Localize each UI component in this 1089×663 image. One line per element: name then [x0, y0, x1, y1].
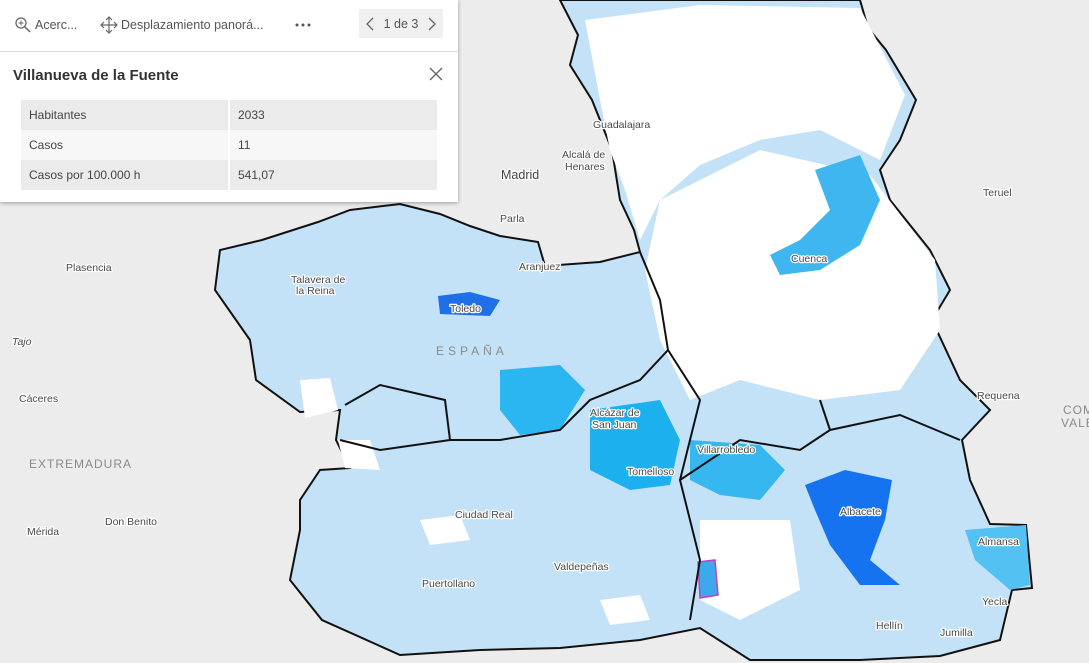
map-label: COM	[1063, 403, 1089, 417]
map-label: Cáceres	[19, 393, 58, 405]
selected-municipality[interactable]	[697, 559, 719, 599]
field-value: 541,07	[229, 160, 437, 190]
map-label: Alcázar de	[590, 407, 640, 419]
close-button[interactable]	[429, 67, 443, 81]
map-label: Guadalajara	[593, 119, 650, 131]
map-label: ESPAÑA	[436, 344, 508, 358]
map-label: Ciudad Real	[455, 509, 513, 521]
map-label: Don Benito	[105, 516, 157, 528]
map-label: Almansa	[978, 536, 1019, 548]
pager: 1 de 3	[359, 9, 443, 38]
map-label: la Reina	[296, 285, 335, 297]
next-button[interactable]	[427, 17, 437, 31]
popup: Acerc... Desplazamiento panorá... 1 de 3…	[0, 0, 458, 202]
map-label: Toledo	[450, 303, 481, 315]
map-label: Aranjuez	[519, 261, 560, 273]
table-row: Casos por 100.000 h 541,07	[21, 160, 437, 190]
map-label: Villarrobledo	[697, 444, 755, 456]
more-icon	[295, 23, 311, 27]
pager-label: 1 de 3	[383, 16, 419, 31]
map-label: Puertollano	[422, 578, 475, 590]
very-high-area	[438, 292, 500, 316]
field-name: Habitantes	[21, 100, 230, 130]
zoom-button[interactable]: Acerc...	[14, 0, 77, 50]
map-label: Parla	[500, 213, 525, 225]
separator	[0, 51, 458, 52]
attribute-table: Habitantes 2033 Casos 11 Casos por 100.000…	[21, 100, 437, 190]
field-value: 2033	[229, 100, 437, 130]
map-label: Jumilla	[940, 627, 973, 639]
white-area	[585, 5, 905, 240]
map-label: Valdepeñas	[554, 561, 609, 573]
field-value: 11	[229, 130, 437, 160]
map-label: Albacete	[840, 506, 881, 518]
white-area	[300, 378, 650, 625]
map-label: EXTREMADURA	[29, 457, 132, 471]
high-area	[500, 365, 585, 435]
map-label: Tomelloso	[627, 466, 674, 478]
pan-label: Desplazamiento panorá...	[121, 18, 264, 32]
popup-title: Villanueva de la Fuente	[13, 67, 179, 84]
prev-button[interactable]	[365, 17, 375, 31]
map-label: Talavera de	[291, 274, 345, 286]
more-button[interactable]	[294, 0, 314, 50]
table-row: Casos 11	[21, 130, 437, 160]
map-label: San Juan	[592, 419, 637, 431]
map-label: Teruel	[983, 187, 1012, 199]
map-label: Cuenca	[791, 253, 827, 265]
map-label: Requena	[977, 390, 1020, 402]
pan-icon	[100, 16, 118, 34]
high-area	[770, 155, 880, 275]
white-area	[700, 520, 800, 620]
pan-button[interactable]: Desplazamiento panorá...	[100, 0, 263, 50]
map-label: Madrid	[501, 168, 539, 182]
province-border	[339, 251, 961, 621]
map-label: Henares	[565, 161, 605, 173]
high-area	[590, 400, 680, 490]
map-label: Mérida	[27, 526, 59, 538]
zoom-label: Acerc...	[35, 18, 78, 32]
field-name: Casos	[21, 130, 230, 160]
map-label: Alcalá de	[562, 149, 605, 161]
high-area	[690, 440, 785, 500]
table-row: Habitantes 2033	[21, 100, 437, 130]
map-label: Plasencia	[66, 262, 112, 274]
very-high-area	[805, 470, 900, 585]
field-name: Casos por 100.000 h	[21, 160, 230, 190]
zoom-icon	[15, 17, 31, 33]
high-area	[965, 525, 1030, 590]
map-label: Tajo	[12, 336, 32, 348]
map-label: Hellín	[876, 620, 903, 632]
map-label: Yecla	[982, 596, 1007, 608]
